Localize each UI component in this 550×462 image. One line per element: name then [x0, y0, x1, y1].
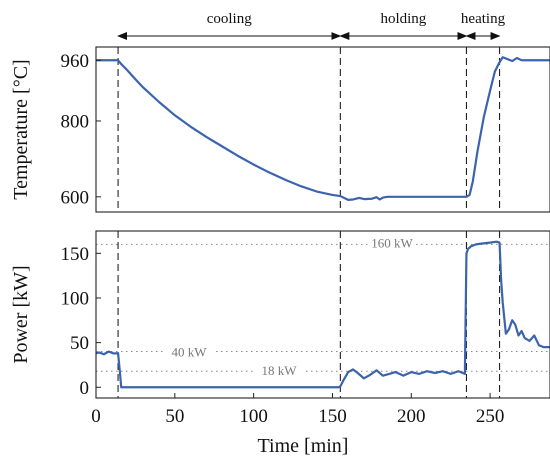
plot-frame [95, 46, 550, 213]
x-axis-title: Time [min] [258, 435, 349, 457]
phase-label-cooling: cooling [207, 11, 252, 27]
reference-line-label: 18 kW [261, 363, 297, 378]
reference-line-label: 160 kW [371, 235, 413, 250]
y-axis-title: Temperature [°C] [10, 59, 32, 199]
y-tick-label: 800 [61, 111, 90, 132]
y-tick-label: 150 [61, 244, 90, 265]
x-tick-label: 0 [91, 406, 101, 427]
reference-label-bg [368, 236, 416, 251]
reference-label-bg [165, 345, 213, 360]
top-panel-temperature: 600 800 960 Temperature [°C] [10, 46, 550, 213]
y-tick-label: 50 [70, 333, 89, 354]
bottom-panel-power: 0 50 100 150 0 50 100 150 200 250 Power [kW] Time [… [10, 230, 550, 457]
x-tick-label: 250 [476, 406, 505, 427]
series-line [96, 240, 550, 389]
y-tick-label: 960 [61, 51, 90, 72]
x-tick-label: 50 [165, 406, 184, 427]
reference-line-label: 40 kW [171, 345, 207, 360]
reference-label-bg [255, 364, 303, 379]
y-axis-title: Power [kW] [10, 265, 32, 363]
plot-frame [95, 230, 550, 399]
phase-annotations: cooling holding heating [117, 11, 506, 40]
x-tick-label: 200 [397, 406, 426, 427]
y-tick-label: 0 [80, 378, 90, 399]
y-tick-label: 600 [61, 187, 90, 208]
phase-label-holding: holding [380, 11, 426, 27]
x-tick-label: 100 [239, 406, 268, 427]
y-tick-label: 100 [61, 288, 90, 309]
x-tick-label: 150 [318, 406, 347, 427]
series-line [96, 56, 550, 201]
phase-label-heating: heating [461, 11, 506, 27]
